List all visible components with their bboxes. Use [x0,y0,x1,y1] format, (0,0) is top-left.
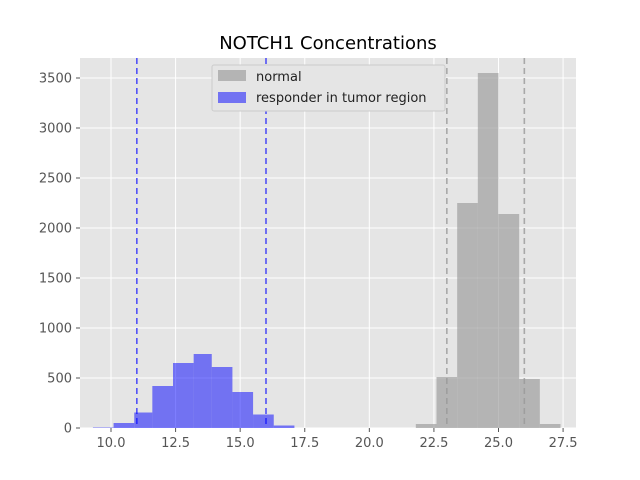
histogram-bars [92,73,561,428]
x-tick-label: 15.0 [226,436,255,451]
histogram-bar [477,73,499,428]
y-tick-label: 0 [64,422,72,437]
histogram-bar [539,424,561,428]
histogram-bar [457,203,478,428]
y-tick-label: 3000 [39,122,72,137]
histogram-bar [415,424,437,428]
x-tick-label: 12.5 [161,436,190,451]
x-tick-label: 25.0 [484,436,513,451]
x-tick-label: 17.5 [290,436,319,451]
y-axis-ticks: 0 500 1000 1500 2000 2500 3000 3500 [39,72,80,437]
histogram-bar [253,414,274,428]
histogram-bar [152,386,173,428]
histogram-bar [113,423,135,428]
x-tick-label: 22.5 [419,436,448,451]
x-tick-label: 27.5 [549,436,578,451]
x-axis-ticks: 10.0 12.5 15.0 17.5 20.0 22.5 25.0 27.5 [97,428,578,451]
y-tick-label: 2000 [39,222,72,237]
histogram-bar [519,379,540,428]
y-tick-label: 1000 [39,322,72,337]
legend: normal responder in tumor region [211,64,446,112]
y-tick-label: 3500 [39,72,72,87]
y-tick-label: 1500 [39,272,72,287]
x-tick-label: 10.0 [97,436,126,451]
legend-box [211,64,446,112]
x-tick-label: 20.0 [355,436,384,451]
chart-title: NOTCH1 Concentrations [219,33,437,54]
y-tick-label: 2500 [39,172,72,187]
histogram-bar [92,427,114,428]
legend-swatch-responder [218,92,246,103]
histogram-bar [193,354,212,428]
histogram-bar [273,425,295,428]
legend-label-normal: normal [256,70,302,85]
legend-swatch-normal [218,70,246,81]
reference-lines [136,58,526,428]
y-tick-label: 500 [47,372,72,387]
histogram-bar [134,412,153,428]
histogram-bar [232,392,254,428]
histogram-bar [498,214,520,428]
histogram-bar [173,363,194,428]
histogram-bar [211,367,233,428]
legend-label-responder: responder in tumor region [256,91,427,106]
